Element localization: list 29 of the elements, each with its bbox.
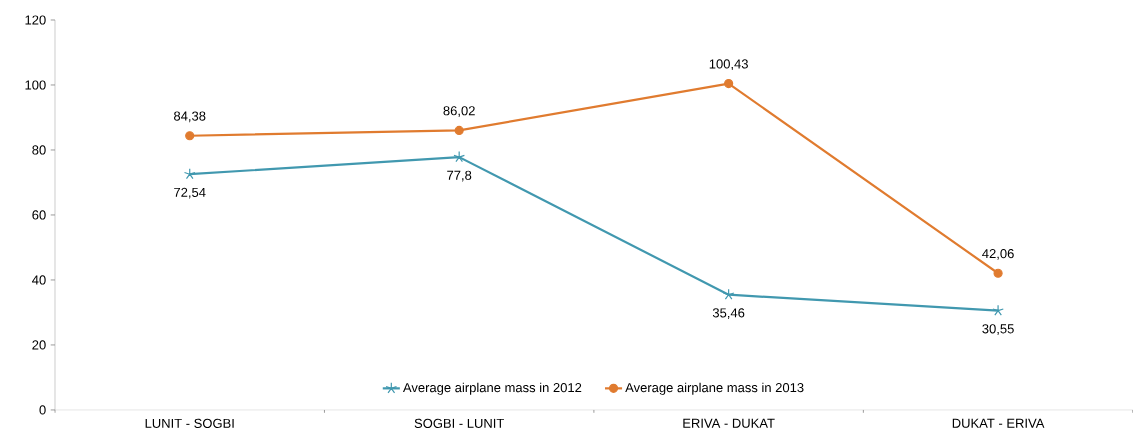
point xyxy=(724,79,734,89)
y-tick-label: 20 xyxy=(32,340,46,350)
y-tick-label: 0 xyxy=(39,405,46,415)
point xyxy=(722,288,735,300)
x-tick-label: SOGBI - LUNIT xyxy=(414,418,504,428)
x-tick-label: LUNIT - SOGBI xyxy=(145,418,234,428)
data-label: 42,06 xyxy=(982,249,1014,260)
point xyxy=(993,268,1003,278)
data-label: 84,38 xyxy=(174,111,206,123)
x-tick-label: DUKAT - ERIVA xyxy=(952,418,1045,428)
point xyxy=(453,151,466,163)
data-label: 72,54 xyxy=(174,187,206,199)
point xyxy=(454,125,464,136)
point xyxy=(183,168,196,180)
y-tick-label: 120 xyxy=(25,15,46,25)
data-label: 30,55 xyxy=(982,324,1014,335)
legend-label: Average airplane mass in 2012 xyxy=(402,382,582,395)
data-label: 77,8 xyxy=(447,170,472,182)
point xyxy=(992,304,1004,316)
x-tick-label: ERIVA - DUKAT xyxy=(683,418,775,428)
data-label: 35,46 xyxy=(712,308,745,320)
y-tick-label: 80 xyxy=(32,145,46,155)
legend-label: Average airplane mass in 2013 xyxy=(625,382,804,395)
data-label: 86,02 xyxy=(443,106,475,117)
data-label: 100,43 xyxy=(709,59,748,71)
y-tick-label: 40 xyxy=(32,275,46,285)
point xyxy=(185,131,195,141)
y-tick-label: 100 xyxy=(25,80,46,90)
y-tick-label: 60 xyxy=(32,210,46,220)
